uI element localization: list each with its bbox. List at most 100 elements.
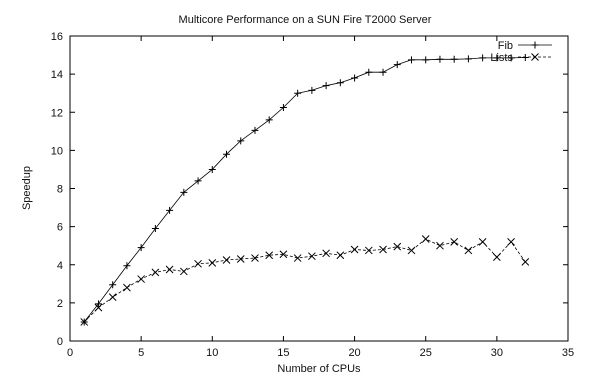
lists-data-point [521, 258, 530, 266]
lists-data-point [251, 254, 259, 262]
lists-data-point [421, 235, 430, 243]
fib-data-point [265, 116, 273, 124]
fib-data-point [308, 86, 316, 94]
lists-data-point [151, 268, 160, 277]
fib-data-point [279, 103, 287, 111]
legend-label-lists: Lists [490, 52, 513, 64]
lists-data-point [493, 253, 501, 261]
fib-data-point [507, 54, 515, 62]
lists-data-point [265, 251, 274, 260]
y-axis: 0 2 4 6 8 10 12 14 16 [51, 31, 568, 348]
lists-data-point [80, 318, 89, 326]
fib-series [80, 54, 529, 326]
fib-data-point [322, 82, 330, 90]
lists-data-point [450, 238, 459, 246]
y-tick-label: 6 [57, 222, 63, 234]
fib-data-point [194, 177, 202, 185]
lists-data-point [436, 241, 444, 250]
lists-data-point [222, 256, 231, 264]
legend-label-fib: Fib [498, 40, 513, 52]
lists-data-point [336, 251, 345, 260]
fib-data-point [137, 244, 145, 252]
lists-data-point [293, 254, 302, 262]
lists-data-point [507, 238, 515, 246]
y-tick-label: 2 [57, 298, 63, 310]
fib-data-point [180, 188, 188, 196]
lists-series [80, 235, 530, 326]
x-axis-title: Number of CPUs [277, 363, 361, 375]
fib-data-point [436, 55, 444, 63]
y-tick-label: 0 [57, 336, 63, 348]
fib-data-point [151, 225, 159, 233]
legend-marker-fib [531, 41, 539, 49]
fib-data-point [393, 61, 401, 69]
lists-data-point [94, 303, 103, 312]
y-tick-label: 4 [57, 260, 63, 272]
fib-data-point [336, 79, 344, 87]
lists-data-point [350, 245, 359, 254]
x-tick-label: 20 [348, 347, 360, 359]
lists-data-point [464, 246, 473, 255]
fib-data-point [365, 68, 373, 76]
legend-item-lists: Lists [490, 52, 552, 64]
lists-data-point [478, 238, 487, 246]
lists-data-point [236, 255, 245, 263]
fib-data-point [109, 281, 117, 289]
fib-data-point [521, 54, 529, 62]
fib-data-point [123, 262, 131, 270]
lists-data-point [407, 246, 416, 255]
fib-data-point [493, 54, 501, 62]
x-tick-label: 10 [206, 347, 218, 359]
lists-data-point [364, 246, 373, 255]
x-tick-label: 0 [67, 347, 73, 359]
x-tick-label: 30 [491, 347, 503, 359]
y-tick-label: 12 [51, 107, 63, 119]
fib-data-point [237, 137, 245, 145]
x-tick-label: 25 [420, 347, 432, 359]
chart-title: Multicore Performance on a SUN Fire T200… [179, 14, 432, 26]
fib-data-point [379, 68, 387, 76]
fib-data-point [351, 74, 359, 82]
fib-data-point [294, 89, 302, 97]
y-tick-label: 10 [51, 145, 63, 157]
x-tick-label: 15 [277, 347, 289, 359]
legend-item-fib: Fib [498, 40, 552, 52]
y-tick-label: 16 [51, 31, 63, 43]
series-layer [80, 54, 530, 326]
y-tick-label: 8 [57, 184, 63, 196]
fib-data-point [208, 165, 216, 173]
fib-data-point [166, 206, 174, 214]
lists-data-point [308, 252, 316, 261]
fib-data-point [422, 56, 430, 64]
fib-data-point [251, 126, 259, 134]
legend-marker-lists [531, 53, 539, 61]
lists-data-point [123, 283, 131, 292]
fib-data-point [94, 300, 102, 308]
fib-data-point [450, 55, 458, 63]
lists-series-line [83, 238, 526, 323]
lists-data-point [194, 259, 202, 268]
x-axis: 0 5 10 15 20 25 30 35 [67, 36, 574, 359]
fib-series-line [83, 57, 526, 323]
lists-data-point [393, 242, 402, 251]
fib-data-point [407, 56, 415, 64]
lists-data-point [379, 245, 387, 254]
y-tick-label: 14 [51, 69, 63, 81]
x-tick-label: 35 [562, 347, 574, 359]
x-tick-label: 5 [138, 347, 144, 359]
lists-data-point [208, 258, 217, 267]
y-axis-title: Speedup [21, 166, 33, 210]
plot-frame [69, 35, 569, 342]
lists-data-point [108, 293, 117, 302]
fib-data-point [223, 150, 231, 158]
lists-data-point [137, 275, 145, 283]
fib-data-point [479, 54, 487, 62]
fib-data-point [464, 55, 472, 63]
lists-data-point [279, 250, 288, 259]
lists-data-point [165, 265, 174, 274]
lists-data-point [179, 267, 188, 276]
lists-data-point [322, 249, 330, 258]
